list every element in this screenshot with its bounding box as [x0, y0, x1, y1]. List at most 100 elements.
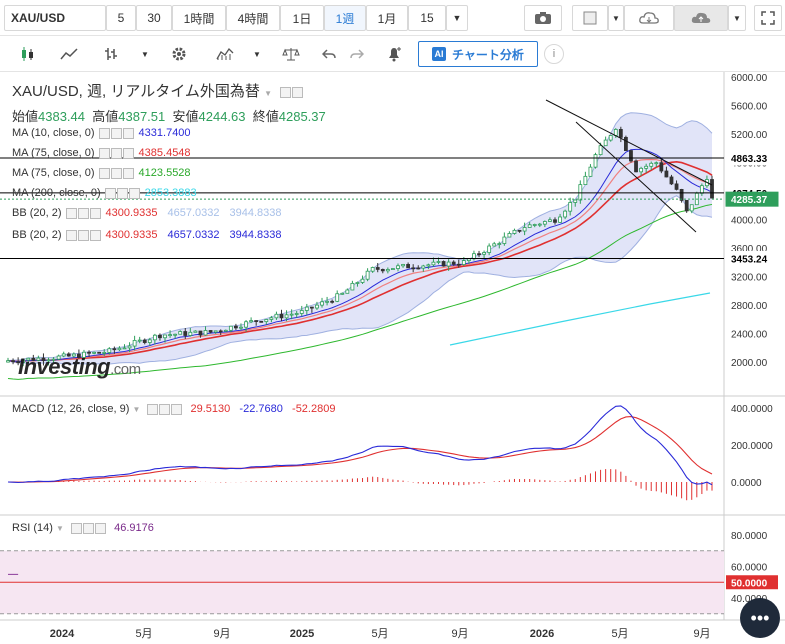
- candle-body: [629, 150, 633, 162]
- macd-legend: MACD (12, 26, close, 9) ▼ 29.5130 -22.76…: [12, 403, 336, 415]
- candle-body: [385, 269, 390, 272]
- indicators-button[interactable]: [206, 41, 244, 67]
- candle-body: [461, 260, 466, 265]
- cloud-download-button[interactable]: [624, 5, 674, 31]
- candlestick-button[interactable]: [8, 41, 46, 67]
- candle-body: [674, 183, 679, 190]
- indicators-dropdown[interactable]: ▼: [246, 41, 268, 67]
- chart-analysis-button[interactable]: AI チャート分析: [418, 41, 538, 67]
- ma200-line: [449, 292, 711, 346]
- rsi-legend: RSI (14) ▼ 46.9176: [12, 522, 154, 534]
- indicator-controls[interactable]: [65, 207, 102, 219]
- interval-4h[interactable]: 4時間: [226, 5, 280, 31]
- candle-body: [355, 282, 360, 284]
- candle-body: [365, 270, 370, 280]
- chevron-down-icon: ▼: [452, 13, 462, 23]
- price-axis-label: 2400.00: [731, 330, 768, 341]
- candle-body: [497, 243, 502, 245]
- candle-body: [345, 289, 350, 294]
- candle-body: [168, 334, 172, 337]
- candle-body: [370, 267, 375, 272]
- chevron-down-icon[interactable]: ▼: [132, 405, 141, 414]
- time-axis-label: 9月: [213, 628, 230, 640]
- candle-body: [142, 339, 147, 343]
- indicator-controls[interactable]: [98, 167, 135, 179]
- layout-dropdown[interactable]: ▼: [608, 5, 624, 31]
- interval-1m[interactable]: 1月: [366, 5, 408, 31]
- axes: 6000.005600.005200.004800.004400.004000.…: [50, 73, 779, 640]
- interval-30[interactable]: 30: [136, 5, 172, 31]
- settings-button[interactable]: [160, 41, 198, 67]
- chart-type-dropdown[interactable]: ▼: [134, 41, 156, 67]
- screenshot-button[interactable]: [524, 5, 562, 31]
- macd-signal-value: -22.7680: [239, 403, 283, 415]
- macd-controls[interactable]: [147, 403, 183, 415]
- ma75-green-line: [7, 203, 713, 380]
- main-pane: [0, 99, 724, 380]
- rsi-axis-label: 80.0000: [731, 531, 768, 542]
- indicator-controls[interactable]: [104, 187, 141, 199]
- candle-body: [527, 224, 532, 228]
- candle-body: [583, 175, 588, 186]
- indicator-controls[interactable]: [65, 229, 102, 241]
- rsi-mid-tag-bg: [726, 575, 778, 590]
- undo-button[interactable]: [316, 41, 342, 67]
- macd-value: 29.5130: [190, 403, 231, 415]
- layout-button[interactable]: [572, 5, 608, 31]
- rsi-controls[interactable]: [71, 522, 107, 534]
- line-chart-button[interactable]: [50, 41, 88, 67]
- redo-button[interactable]: [344, 41, 370, 67]
- interval-dropdown[interactable]: ▼: [446, 5, 468, 31]
- interval-1h[interactable]: 1時間: [172, 5, 226, 31]
- interval-1d[interactable]: 1日: [280, 5, 324, 31]
- candle-body: [325, 300, 329, 303]
- candle-body: [16, 361, 21, 364]
- interval-5[interactable]: 5: [106, 5, 136, 31]
- interval-15[interactable]: 15: [408, 5, 446, 31]
- indicator-label: MA (10, close, 0): [12, 127, 95, 139]
- candle-body: [259, 320, 264, 323]
- candle-body: [608, 135, 613, 141]
- price-axis-label: 2800.00: [731, 301, 768, 312]
- candle-body: [244, 321, 248, 328]
- bar-type-button[interactable]: [92, 41, 130, 67]
- candle-body: [441, 261, 446, 267]
- alert-button[interactable]: [378, 41, 410, 67]
- chevron-down-icon: ▼: [253, 49, 261, 59]
- candle-body: [350, 282, 355, 291]
- bollinger-mid-line: [7, 158, 713, 363]
- info-icon[interactable]: i: [544, 44, 564, 64]
- candle-body: [163, 334, 167, 339]
- fullscreen-button[interactable]: [754, 5, 782, 31]
- time-axis-label: 2025: [290, 628, 314, 640]
- candle-body: [553, 219, 557, 223]
- candle-body: [644, 165, 649, 169]
- candle-body: [132, 340, 137, 347]
- candle-body: [51, 358, 56, 361]
- indicator-controls[interactable]: [98, 127, 135, 139]
- candle-body: [87, 351, 91, 354]
- cloud-upload-button[interactable]: [674, 5, 728, 31]
- title-controls[interactable]: [280, 84, 304, 101]
- symbol-selector[interactable]: XAU/USD: [4, 5, 106, 31]
- candle-body: [568, 202, 573, 212]
- compare-button[interactable]: [272, 41, 310, 67]
- indicator-controls[interactable]: [98, 147, 135, 159]
- more-button[interactable]: •••: [740, 598, 780, 638]
- chevron-down-icon[interactable]: ▼: [56, 524, 64, 533]
- camera-icon: [535, 12, 551, 24]
- candle-body: [92, 351, 97, 354]
- candle-body: [112, 348, 117, 351]
- fullscreen-icon: [761, 11, 775, 25]
- interval-1w[interactable]: 1週: [324, 5, 366, 31]
- cloud-dropdown[interactable]: ▼: [728, 5, 746, 31]
- area-chart-icon: [60, 48, 78, 60]
- indicator-label: MA (200, close, 0): [12, 187, 101, 199]
- macd-axis-label: 200.0000: [731, 441, 773, 452]
- candle-body: [436, 261, 441, 263]
- rsi-axis-label: 50.0000: [731, 578, 768, 589]
- indicators-icon: [216, 47, 234, 60]
- chevron-down-icon[interactable]: ▼: [264, 89, 272, 98]
- candle-body: [137, 339, 142, 342]
